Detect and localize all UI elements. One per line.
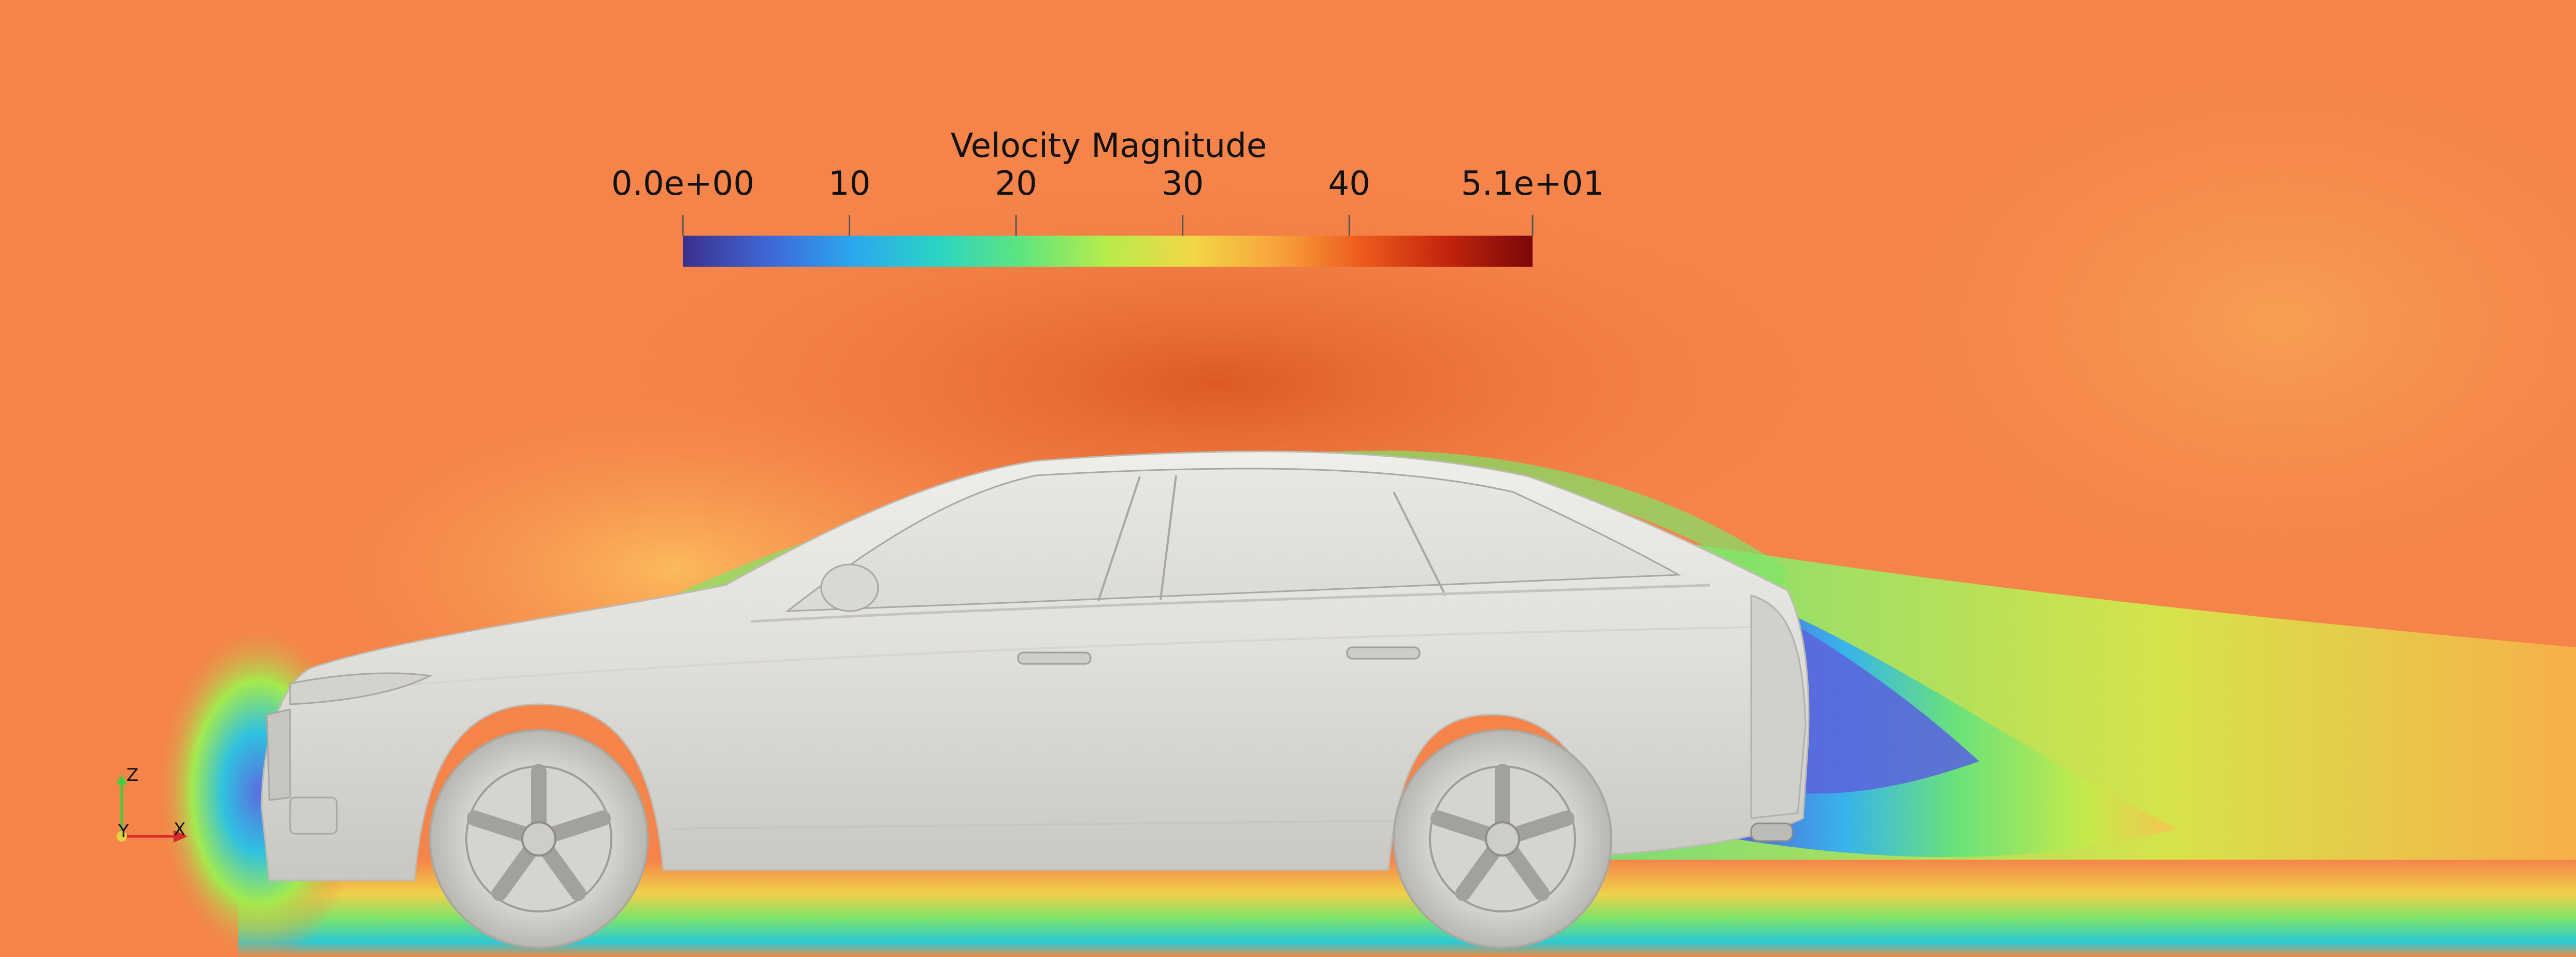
axis-z-label: Z — [126, 765, 139, 786]
colorbar-gradient — [683, 236, 1533, 267]
side-mirror — [820, 563, 879, 612]
rear-wheel — [1393, 729, 1612, 949]
front-wheel — [429, 729, 649, 949]
axis-y-dot — [117, 831, 127, 842]
rear-hub — [1485, 821, 1520, 857]
colorbar-tick-label-1: 10 — [828, 165, 871, 203]
car-shoulder-line — [362, 626, 1778, 690]
axis-y-label: Y — [118, 821, 129, 842]
colorbar-tick-label-4: 40 — [1328, 165, 1370, 203]
rear-bumper — [1750, 594, 1807, 819]
colorbar-title: Velocity Magnitude — [950, 127, 1267, 165]
headlight — [289, 672, 433, 705]
colorbar-tick-label-2: 20 — [995, 165, 1037, 203]
car-lower-body-line — [673, 820, 1399, 830]
axis-z-arrow — [117, 774, 127, 785]
wake-low-velocity-core — [1772, 611, 1979, 794]
front-hub — [521, 821, 556, 857]
axis-x-arrow — [174, 830, 188, 843]
colorbar-tick-label-5: 5.1e+01 — [1461, 165, 1605, 203]
exhaust-pipe — [1750, 822, 1794, 842]
car-a-pillar-line — [1097, 476, 1141, 601]
colorbar-tick-label-3: 30 — [1161, 165, 1204, 203]
front-door-handle — [1017, 651, 1092, 665]
car-model — [261, 451, 1810, 881]
upper-right-light-zone — [1813, 10, 2576, 632]
car-b-pillar-line — [1160, 475, 1177, 600]
orientation-axes — [117, 774, 188, 843]
car-beltline — [751, 584, 1710, 623]
colorbar-tick-label-0: 0.0e+00 — [611, 165, 755, 203]
front-grille — [266, 708, 291, 801]
car-greenhouse — [785, 468, 1682, 612]
colorbar-tick-marks — [682, 215, 1534, 236]
rear-door-handle — [1346, 646, 1421, 660]
colorbar — [682, 215, 1534, 267]
car-c-pillar-line — [1393, 491, 1447, 596]
fog-light — [289, 796, 338, 835]
axis-x-label: X — [174, 819, 186, 840]
